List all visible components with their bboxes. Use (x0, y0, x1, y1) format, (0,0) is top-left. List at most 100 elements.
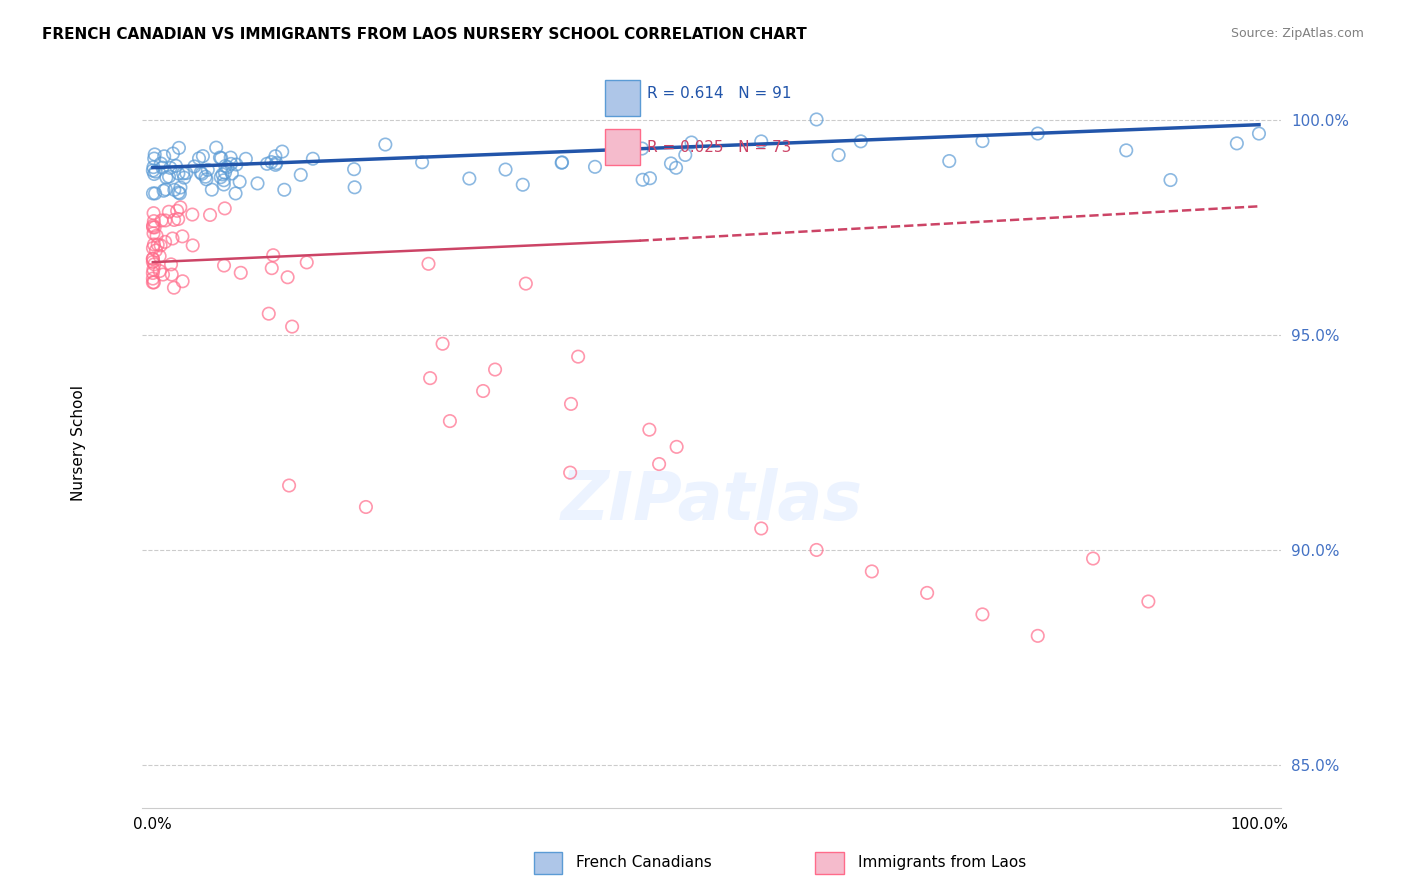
Text: R = 0.614   N = 91: R = 0.614 N = 91 (647, 87, 792, 101)
Point (155, 170, 177, 185)
Point (142, 241, 165, 255)
Point (198, 208, 221, 222)
Point (515, 277, 537, 291)
Text: R = 0.025   N = 73: R = 0.025 N = 73 (647, 140, 792, 154)
Point (419, 371, 441, 385)
Point (205, 141, 228, 155)
Text: French Canadians: French Canadians (576, 855, 713, 870)
Point (749, 135, 772, 149)
Point (160, 268, 183, 282)
Point (418, 257, 440, 271)
Point (631, 142, 654, 156)
Y-axis label: Nursery School: Nursery School (72, 384, 86, 500)
Text: ZIPatlas: ZIPatlas (561, 468, 862, 534)
Point (163, 183, 186, 197)
Point (167, 186, 190, 200)
Point (638, 423, 661, 437)
Point (143, 167, 166, 181)
Point (560, 466, 582, 480)
Point (938, 154, 960, 169)
Point (1137, 594, 1160, 608)
Point (583, 160, 606, 174)
Point (191, 167, 214, 181)
Point (665, 161, 688, 175)
Point (225, 186, 247, 201)
Point (225, 157, 247, 171)
Point (181, 208, 204, 222)
Point (169, 180, 191, 194)
Point (143, 257, 166, 271)
Text: Source: ZipAtlas.com: Source: ZipAtlas.com (1230, 27, 1364, 40)
Point (228, 175, 250, 189)
Point (152, 268, 174, 282)
Point (264, 149, 287, 163)
Point (153, 235, 176, 249)
Point (183, 160, 205, 174)
Point (149, 249, 172, 263)
Point (153, 149, 176, 163)
Point (209, 170, 232, 185)
Point (191, 149, 214, 163)
Point (673, 148, 696, 162)
Point (155, 213, 177, 227)
Point (551, 155, 574, 169)
Point (150, 213, 173, 227)
Point (1247, 127, 1270, 141)
Point (273, 183, 295, 197)
Point (143, 220, 166, 235)
Point (1026, 629, 1049, 643)
Point (1026, 127, 1049, 141)
Point (167, 141, 190, 155)
Point (142, 219, 165, 233)
Point (201, 183, 224, 197)
Point (143, 186, 166, 201)
Point (165, 159, 187, 173)
Point (439, 414, 461, 428)
Point (142, 186, 165, 201)
Point (806, 112, 828, 127)
Point (145, 164, 167, 178)
Point (157, 169, 180, 184)
Point (166, 203, 188, 218)
Point (149, 238, 172, 252)
Point (214, 202, 236, 216)
Point (181, 238, 204, 252)
Point (472, 384, 495, 398)
Point (260, 261, 283, 276)
Point (143, 237, 166, 252)
Point (142, 276, 165, 290)
Point (155, 182, 177, 196)
Point (659, 156, 682, 170)
Point (173, 170, 195, 185)
Point (972, 134, 994, 148)
Point (432, 336, 454, 351)
Point (295, 255, 318, 269)
Point (163, 213, 186, 227)
Point (212, 259, 235, 273)
Point (149, 264, 172, 278)
Point (1115, 144, 1137, 158)
Point (142, 252, 165, 266)
Point (167, 212, 190, 227)
Point (277, 270, 299, 285)
Point (152, 161, 174, 175)
Point (197, 162, 219, 177)
Point (219, 157, 242, 171)
Point (1081, 551, 1104, 566)
Point (264, 158, 287, 172)
Point (266, 156, 288, 170)
Point (212, 173, 235, 187)
Point (172, 274, 194, 288)
Point (1159, 173, 1181, 187)
Point (142, 271, 165, 285)
Point (145, 244, 167, 258)
Point (665, 440, 688, 454)
Point (278, 478, 301, 492)
Point (188, 152, 211, 166)
Point (749, 521, 772, 535)
Point (257, 307, 280, 321)
Point (972, 607, 994, 622)
Point (142, 262, 165, 277)
Point (146, 237, 169, 252)
Point (142, 220, 165, 235)
